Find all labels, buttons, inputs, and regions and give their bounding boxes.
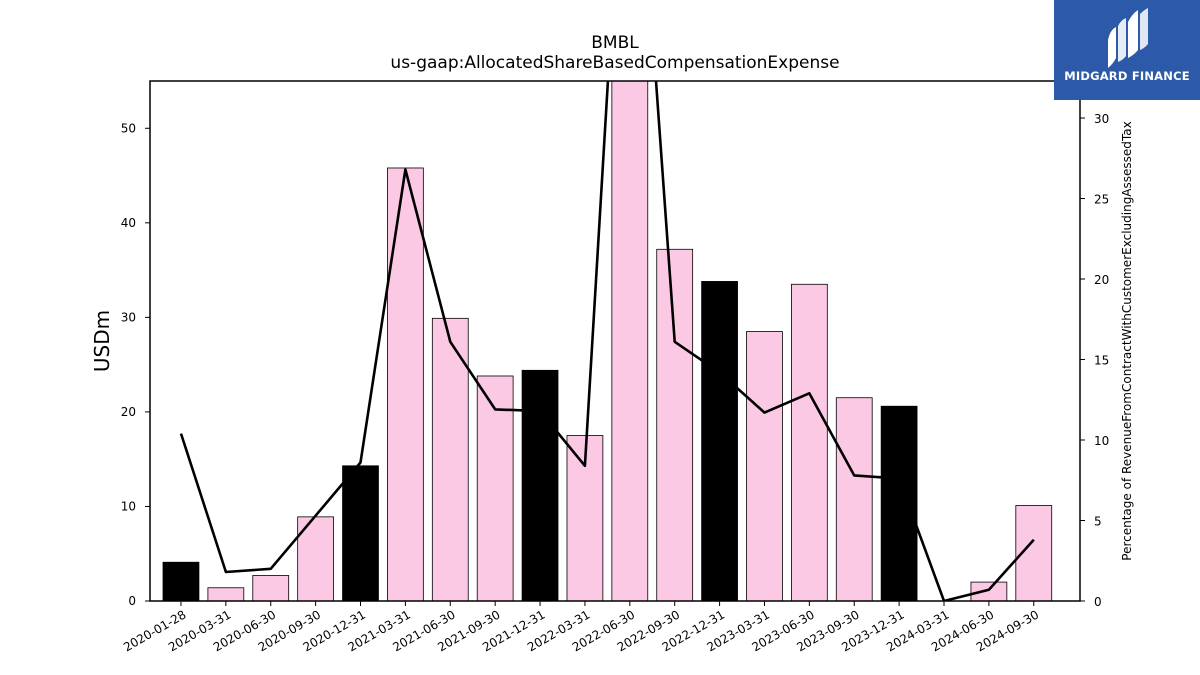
y-axis-label: USDm (90, 310, 114, 372)
bar-2020-03-31 (207, 587, 245, 601)
bar-2023-12-31 (880, 405, 918, 601)
bar-2021-09-30 (476, 375, 514, 601)
y-tick-label: 0 (128, 594, 136, 608)
bar-2023-06-30 (790, 283, 828, 601)
chart-title: BMBL (591, 33, 639, 53)
y2-tick-label: 20 (1094, 273, 1109, 287)
bar-2022-09-30 (656, 248, 694, 601)
bar-2023-09-30 (835, 397, 873, 601)
bar-2021-12-31 (521, 369, 559, 601)
y-axis-left: 0 10 20 30 40 50 (121, 121, 150, 608)
y2-tick-label: 5 (1094, 515, 1102, 529)
y2-tick-label: 10 (1094, 434, 1109, 448)
y2-tick-label: 0 (1094, 595, 1102, 609)
bar-2023-03-31 (746, 331, 783, 601)
chart-subtitle: us-gaap:AllocatedShareBasedCompensationE… (390, 53, 839, 73)
bar-2020-12-31 (342, 465, 379, 601)
bar-2020-06-30 (252, 575, 290, 601)
y-tick-label: 30 (121, 310, 136, 324)
y-axis-right: 0 5 10 15 20 25 30 (1080, 112, 1109, 609)
x-axis: 2020-01-282020-03-312020-06-302020-09-30… (121, 601, 1041, 654)
bar-2022-06-30 (611, 81, 649, 601)
logo-mark-icon (1108, 8, 1148, 68)
y-tick-label: 20 (121, 405, 136, 419)
bar-2022-12-31 (701, 281, 738, 601)
y-tick-label: 50 (121, 121, 136, 135)
y2-tick-label: 25 (1094, 193, 1109, 207)
bar-2021-06-30 (431, 317, 469, 601)
y2-tick-label: 30 (1094, 112, 1109, 126)
y-tick-label: 10 (121, 499, 136, 513)
bar-2021-03-31 (387, 167, 424, 601)
plot-frame (149, 80, 1081, 602)
bar-2020-01-28 (162, 561, 200, 601)
logo-text: MIDGARD FINANCE (1064, 69, 1190, 83)
midgard-finance-logo: MIDGARD FINANCE (1054, 0, 1200, 100)
y2-tick-label: 15 (1094, 354, 1109, 368)
line-series-group (179, 81, 1035, 601)
y2-axis-label: Percentage of RevenueFromContractWithCus… (1120, 121, 1134, 560)
line-series (179, 81, 1035, 601)
bar-series (162, 81, 1053, 601)
y-tick-label: 40 (121, 216, 136, 230)
